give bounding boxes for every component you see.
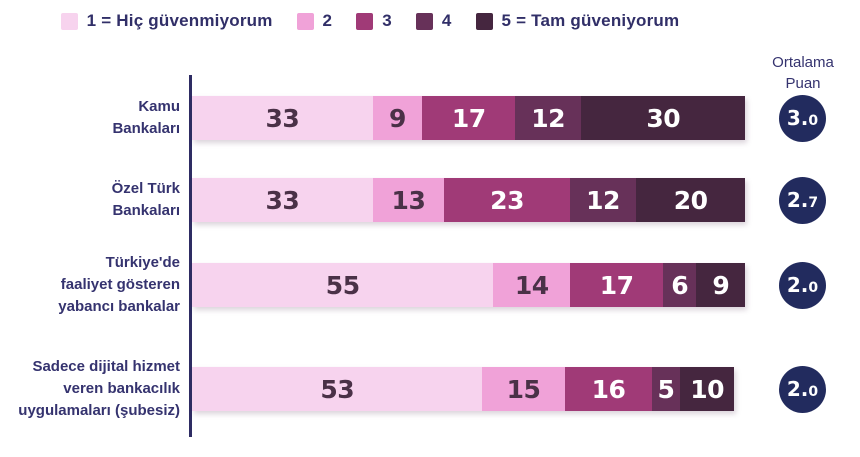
segment-value: 14 [514, 270, 549, 300]
bar-segment: 53 [192, 367, 483, 411]
legend-swatch [296, 12, 314, 30]
legend-item-label: 2 [322, 11, 333, 30]
legend-item-label: 4 [441, 11, 452, 30]
segment-value: 16 [591, 374, 626, 404]
bar-segment: 15 [482, 367, 565, 411]
bar-segment: 17 [570, 263, 664, 307]
category-label: Özel Türk Bankaları [0, 178, 180, 222]
avg-score-value: 2. [786, 188, 809, 212]
bar-segment: 13 [372, 178, 445, 222]
avg-score-circle: 2. 0 [779, 366, 826, 413]
category-label-text: Türkiye'de faaliyet gösteren yabancı ban… [58, 254, 180, 315]
bar-segment: 33 [192, 178, 373, 222]
bar-segment: 23 [444, 178, 571, 222]
category-label: Sadece dijital hizmet veren bankacılık u… [0, 358, 180, 419]
avg-score-value: 3. [786, 106, 809, 130]
bar-row: Sadece dijital hizmet veren bankacılık u… [0, 358, 860, 419]
segment-value: 30 [646, 103, 681, 133]
bar-row: Özel Türk Bankaları 33 13 23 12 20 2. 7 [0, 177, 860, 224]
legend-item: 2 [296, 11, 333, 31]
bar-segment: 5 [652, 367, 680, 411]
segment-value: 17 [451, 103, 486, 133]
category-label-text: Sadece dijital hizmet veren bankacılık u… [18, 358, 180, 419]
avg-score-circle: 3. 0 [779, 95, 826, 142]
bar-segment: 14 [493, 263, 571, 307]
category-label-text: Kamu Bankaları [112, 98, 180, 137]
segment-value: 23 [490, 185, 524, 215]
bar-segment: 33 [192, 96, 373, 140]
avg-score-circle: 2. 7 [779, 177, 826, 224]
segment-value: 15 [506, 374, 541, 404]
avg-score-decimal: 0 [808, 113, 819, 129]
bar-segment: 12 [570, 178, 636, 222]
avg-score-decimal: 7 [808, 195, 819, 211]
legend-swatch [60, 12, 78, 30]
legend-item: 1 = Hiç güvenmiyorum [60, 11, 273, 31]
avg-score-column-header: Ortalama Puan [772, 54, 834, 92]
bar-segment: 20 [635, 178, 746, 222]
segment-value: 12 [531, 103, 566, 133]
y-axis-line [189, 75, 192, 437]
bar-row: Türkiye'de faaliyet gösteren yabancı ban… [0, 254, 860, 315]
segment-value: 55 [325, 270, 360, 300]
bar-segment: 12 [515, 96, 582, 140]
segment-value: 5 [657, 374, 675, 404]
avg-score-decimal: 0 [808, 280, 819, 296]
avg-score-value: 2. [786, 377, 809, 401]
legend-item: 4 [415, 11, 452, 31]
bar-strip: 33 9 17 12 30 [192, 96, 746, 140]
bar-row: Kamu Bankaları 33 9 17 12 30 3. 0 [0, 95, 860, 142]
legend-item: 5 = Tam güveniyorum [475, 11, 680, 31]
segment-value: 20 [673, 185, 708, 215]
bar-segment: 55 [192, 263, 494, 307]
bar-segment: 9 [372, 96, 423, 140]
legend-item-label: 5 = Tam güveniyorum [501, 11, 680, 30]
legend-item-label: 3 [382, 11, 392, 30]
segment-value: 33 [265, 185, 300, 215]
segment-value: 9 [712, 270, 730, 300]
category-label: Kamu Bankaları [0, 96, 180, 140]
segment-value: 6 [671, 270, 689, 300]
category-label-text: Özel Türk Bankaları [111, 180, 180, 219]
bar-segment: 6 [663, 263, 697, 307]
avg-score-value: 2. [786, 273, 809, 297]
bar-strip: 33 13 23 12 20 [192, 178, 746, 222]
segment-value: 9 [389, 103, 406, 133]
category-label: Türkiye'de faaliyet gösteren yabancı ban… [0, 254, 180, 315]
bar-segment: 16 [564, 367, 653, 411]
segment-value: 17 [599, 270, 634, 300]
bar-strip: 53 15 16 5 10 [192, 367, 735, 411]
legend-swatch [475, 12, 493, 30]
bar-segment: 30 [581, 96, 746, 140]
legend-item-label: 1 = Hiç güvenmiyorum [86, 11, 273, 30]
segment-value: 53 [320, 374, 355, 404]
bar-segment: 10 [679, 367, 735, 411]
segment-value: 12 [586, 185, 620, 215]
legend-swatch [356, 12, 374, 30]
segment-value: 10 [690, 374, 724, 404]
avg-score-circle: 2. 0 [779, 262, 826, 309]
chart-legend: 1 = Hiç güvenmiyorum 2 3 4 5 = Tam güveniyor… [0, 11, 740, 31]
legend-item: 3 [356, 11, 392, 31]
avg-score-decimal: 0 [808, 384, 819, 400]
bar-strip: 55 14 17 6 9 [192, 263, 746, 307]
bar-segment: 9 [696, 263, 746, 307]
segment-value: 13 [391, 185, 426, 215]
segment-value: 33 [265, 103, 300, 133]
legend-swatch [415, 12, 433, 30]
bar-segment: 17 [422, 96, 516, 140]
